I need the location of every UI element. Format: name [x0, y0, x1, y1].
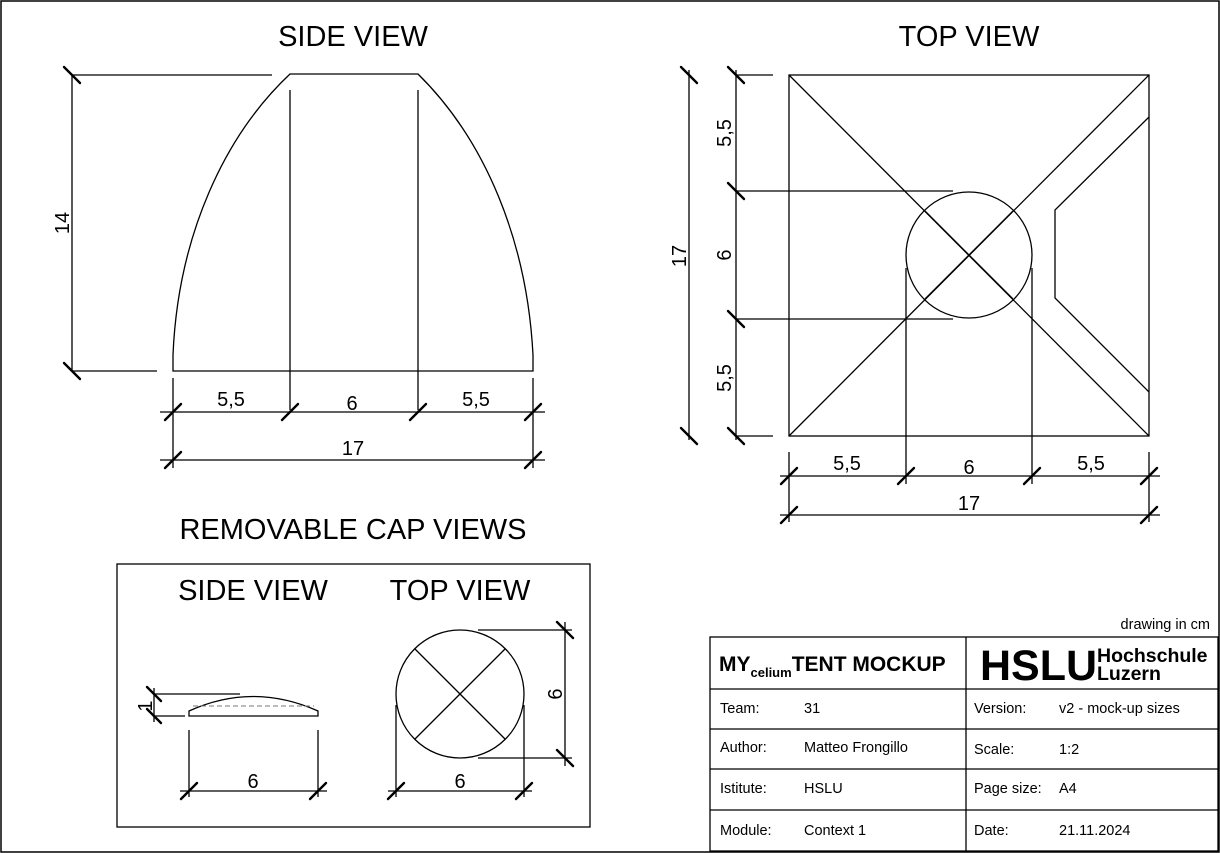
cap-top-view-title: TOP VIEW	[390, 575, 531, 607]
top-view-title: TOP VIEW	[899, 21, 1040, 53]
dimension-tick	[1139, 505, 1159, 525]
side-view-title: SIDE VIEW	[278, 21, 428, 53]
cap-side-height-label: 1	[135, 700, 157, 711]
dimension-tick	[514, 781, 534, 801]
title-block-frame	[709, 636, 1219, 852]
field-value-version: v2 - mock-up sizes	[1059, 701, 1180, 717]
cap-top-width-label: 6	[454, 771, 465, 793]
top-view-square	[788, 74, 1150, 437]
title-block: drawing in cm MYceliumTENT MOCKUP HSLU H…	[709, 617, 1219, 852]
side-segment-label-1: 5,5	[217, 389, 245, 411]
side-total-label: 17	[342, 438, 364, 460]
dimension-tick	[726, 181, 746, 201]
side-view: SIDE VIEW 14 5,5 6 5,5 17	[52, 21, 545, 470]
top-view-opening-circle	[905, 191, 1033, 319]
dimension-tick	[308, 781, 328, 801]
top-view-entrance-outline	[1054, 116, 1150, 393]
field-label-page-size: Page size:	[974, 781, 1042, 797]
cap-views: REMOVABLE CAP VIEWS SIDE VIEW TOP VIEW 1…	[116, 514, 591, 828]
cap-top-cross	[414, 648, 506, 740]
field-value-author: Matteo Frongillo	[804, 740, 908, 756]
dimension-tick	[62, 361, 82, 381]
dimension-tick	[896, 466, 916, 486]
dimension-tick	[523, 402, 543, 422]
field-value-institute: HSLU	[804, 781, 843, 797]
dimension-tick	[555, 748, 575, 768]
dimension-tick	[163, 402, 183, 422]
dimension-tick	[726, 65, 746, 85]
dimension-tick	[386, 781, 406, 801]
hslu-logo: HSLU	[980, 642, 1097, 690]
field-label-author: Author:	[720, 740, 767, 756]
dimension-tick	[163, 450, 183, 470]
cap-views-frame	[116, 563, 591, 828]
field-label-scale: Scale:	[974, 742, 1014, 758]
side-view-outline	[172, 73, 534, 372]
top-bottom-segment-label-1: 5,5	[833, 453, 861, 475]
field-label-team: Team:	[720, 701, 760, 717]
side-height-label: 14	[52, 212, 74, 234]
dimension-tick	[779, 466, 799, 486]
cap-side-view-title: SIDE VIEW	[178, 575, 328, 607]
top-bottom-segment-label-2: 6	[963, 457, 974, 479]
dimension-tick	[726, 309, 746, 329]
dimension-tick	[726, 426, 746, 446]
dimension-tick	[555, 620, 575, 640]
dimension-tick	[145, 685, 163, 703]
dimension-tick	[280, 402, 300, 422]
field-value-scale: 1:2	[1059, 742, 1079, 758]
dimension-tick	[679, 65, 699, 85]
cap-side-outline	[188, 695, 319, 717]
field-label-institute: Istitute:	[720, 781, 767, 797]
field-label-module: Module:	[720, 823, 772, 839]
field-label-version: Version:	[974, 701, 1026, 717]
units-note: drawing in cm	[1121, 617, 1210, 633]
side-segment-label-3: 5,5	[462, 389, 490, 411]
field-value-date: 21.11.2024	[1059, 823, 1131, 839]
top-left-segment-label-2: 6	[714, 249, 736, 260]
field-value-module: Context 1	[804, 823, 866, 839]
dimension-tick	[179, 781, 199, 801]
dimension-tick	[1022, 466, 1042, 486]
project-subscript: celium	[751, 665, 792, 680]
dimension-tick	[62, 65, 82, 85]
top-view-circle-cross	[924, 210, 1014, 300]
field-label-date: Date:	[974, 823, 1009, 839]
project-prefix: MY	[719, 653, 751, 676]
dimension-tick	[779, 505, 799, 525]
top-total-bottom-label: 17	[958, 493, 980, 515]
top-left-segment-label-3: 5,5	[714, 364, 736, 392]
cap-top-height-label: 6	[545, 688, 567, 699]
cap-side-width-label: 6	[247, 771, 258, 793]
top-left-segment-label-1: 5,5	[714, 119, 736, 147]
top-view: TOP VIEW 17 5,5 6 5,5	[669, 21, 1160, 525]
side-segment-label-2: 6	[346, 393, 357, 415]
top-total-left-label: 17	[669, 245, 691, 267]
cap-views-title: REMOVABLE CAP VIEWS	[179, 514, 526, 546]
dimension-tick	[1139, 466, 1159, 486]
field-value-team: 31	[804, 701, 820, 717]
dimension-tick	[679, 426, 699, 446]
dimension-tick	[523, 450, 543, 470]
top-bottom-segment-label-3: 5,5	[1077, 453, 1105, 475]
project-name: TENT MOCKUP	[792, 653, 946, 676]
project-title: MYceliumTENT MOCKUP	[719, 653, 946, 680]
hslu-logo-line2: Luzern	[1097, 663, 1161, 685]
cap-top-circle	[395, 629, 525, 759]
hslu-logo-line1: Hochschule	[1097, 645, 1208, 667]
dimension-tick	[145, 707, 163, 725]
field-value-page-size: A4	[1059, 781, 1077, 797]
dimension-tick	[408, 402, 428, 422]
